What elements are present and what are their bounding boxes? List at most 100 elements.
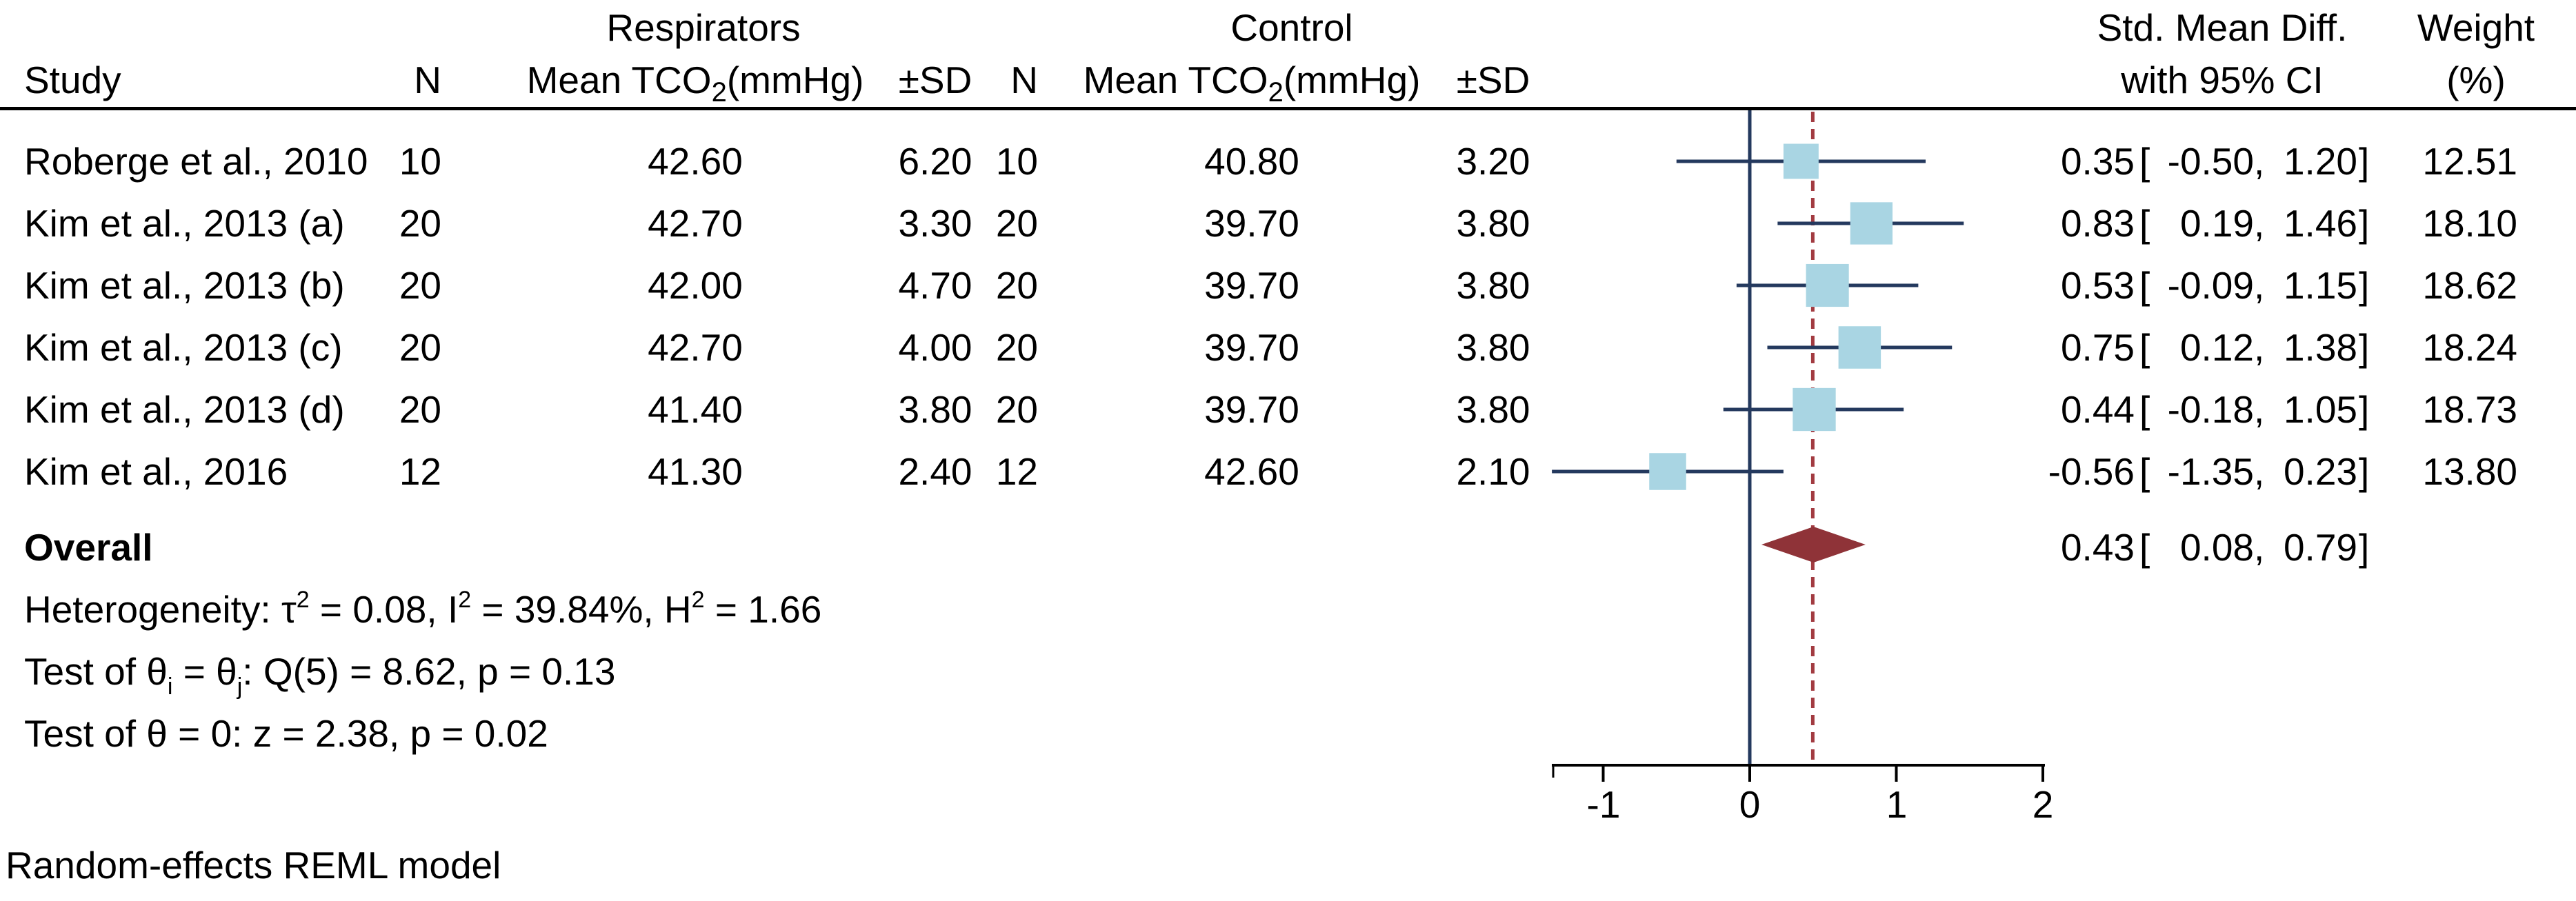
effect-estimate: 0.75 xyxy=(2060,326,2135,369)
mean-control: 42.60 xyxy=(1204,450,1299,493)
sd-respirators: 4.00 xyxy=(898,326,972,369)
effect-estimate: 0.44 xyxy=(2060,388,2135,431)
mean-control: 39.70 xyxy=(1204,388,1299,431)
sd-respirators: 3.80 xyxy=(898,388,972,431)
study-label: Kim et al., 2013 (d) xyxy=(24,388,345,431)
ci-comma: , xyxy=(2254,450,2265,493)
overall-ci-upper: 0.79 xyxy=(2283,526,2357,569)
effect-estimate: 0.35 xyxy=(2060,140,2135,183)
mean-respirators: 41.30 xyxy=(648,450,743,493)
mean-label: Mean TCO xyxy=(1083,59,1268,101)
mean-subscript: 2 xyxy=(711,77,727,108)
weight-value: 12.51 xyxy=(2422,140,2517,183)
column-header-weight-unit: (%) xyxy=(2446,59,2506,101)
mean-control: 39.70 xyxy=(1204,264,1299,307)
ci-open-bracket: [ xyxy=(2139,326,2150,369)
ci-lower: -0.18 xyxy=(2167,388,2254,431)
study-label: Kim et al., 2013 (c) xyxy=(24,326,343,369)
mean-unit: (mmHg) xyxy=(1283,59,1421,101)
table-row: Kim et al., 2013 (d) 20 41.40 3.80 20 39… xyxy=(0,378,2576,441)
ci-upper: 1.15 xyxy=(2283,264,2357,307)
sd-control: 3.80 xyxy=(1456,264,1530,307)
sd-respirators: 6.20 xyxy=(898,140,972,183)
x-tick-label: 2 xyxy=(2032,783,2054,826)
ci-lower: 0.12 xyxy=(2179,326,2254,369)
table-row: Kim et al., 2013 (b) 20 42.00 4.70 20 39… xyxy=(0,254,2576,316)
heterogeneity-line: Heterogeneity: τ2 = 0.08, I2 = 39.84%, H… xyxy=(24,578,821,640)
ci-upper: 1.38 xyxy=(2283,326,2357,369)
z-test-line: Test of θ = 0: z = 2.38, p = 0.02 xyxy=(24,712,548,755)
effect-estimate: -0.56 xyxy=(2048,450,2135,493)
qtest-text: = θ xyxy=(172,650,237,693)
weight-value: 18.10 xyxy=(2422,202,2517,245)
ci-upper: 1.05 xyxy=(2283,388,2357,431)
ci-close-bracket: ] xyxy=(2359,526,2370,569)
mean-respirators: 42.00 xyxy=(648,264,743,307)
qtest-sub: j xyxy=(237,674,243,700)
mean-respirators: 42.70 xyxy=(648,202,743,245)
x-tick-label: 0 xyxy=(1739,783,1761,826)
header-rule xyxy=(0,107,2576,110)
ci-close-bracket: ] xyxy=(2359,450,2370,493)
overall-estimate: 0.43 xyxy=(2060,526,2135,569)
x-tick-label: 1 xyxy=(1886,783,1908,826)
n-control: 12 xyxy=(995,450,1038,493)
sd-respirators: 4.70 xyxy=(898,264,972,307)
ci-open-bracket: [ xyxy=(2139,388,2150,431)
ci-upper: 0.23 xyxy=(2283,450,2357,493)
qtest-text: : Q(5) = 8.62, p = 0.13 xyxy=(242,650,616,693)
het-sup: 2 xyxy=(296,587,310,613)
het-text: = 39.84%, H xyxy=(471,588,692,631)
group-header-control: Control xyxy=(1230,6,1353,49)
n-respirators: 20 xyxy=(399,326,441,369)
study-label: Kim et al., 2016 xyxy=(24,450,288,493)
mean-control: 39.70 xyxy=(1204,202,1299,245)
ci-close-bracket: ] xyxy=(2359,202,2370,245)
n-respirators: 12 xyxy=(399,450,441,493)
qtest-text: Test of θ xyxy=(24,650,168,693)
ci-open-bracket: [ xyxy=(2139,264,2150,307)
effect-estimate: 0.53 xyxy=(2060,264,2135,307)
ci-close-bracket: ] xyxy=(2359,326,2370,369)
n-control: 10 xyxy=(995,140,1038,183)
het-text: Heterogeneity: τ xyxy=(24,588,297,631)
sd-control: 3.80 xyxy=(1456,326,1530,369)
column-header-study: Study xyxy=(24,59,121,101)
table-row: Kim et al., 2013 (c) 20 42.70 4.00 20 39… xyxy=(0,316,2576,378)
effect-square xyxy=(1649,453,1686,490)
study-label: Kim et al., 2013 (b) xyxy=(24,264,345,307)
column-header-smd: Std. Mean Diff. xyxy=(2097,6,2348,49)
sd-control: 2.10 xyxy=(1456,450,1530,493)
study-label: Kim et al., 2013 (a) xyxy=(24,202,345,245)
sd-control: 3.80 xyxy=(1456,202,1530,245)
het-sup: 2 xyxy=(691,587,705,613)
ci-open-bracket: [ xyxy=(2139,140,2150,183)
effect-square xyxy=(1793,387,1836,432)
ci-comma: , xyxy=(2254,388,2265,431)
mean-respirators: 41.40 xyxy=(648,388,743,431)
sd-respirators: 2.40 xyxy=(898,450,972,493)
n-respirators: 20 xyxy=(399,264,441,307)
effect-square xyxy=(1850,202,1893,245)
column-header-mean-control: Mean TCO2(mmHg) xyxy=(1079,55,1424,108)
overall-row: Overall 0.43 [ 0.08 , 0.79 ] xyxy=(0,516,2576,578)
weight-value: 13.80 xyxy=(2422,450,2517,493)
table-row: Roberge et al., 2010 10 42.60 6.20 10 40… xyxy=(0,130,2576,192)
n-respirators: 20 xyxy=(399,388,441,431)
ci-comma: , xyxy=(2254,526,2265,569)
effect-square xyxy=(1838,326,1881,369)
mean-label: Mean TCO xyxy=(526,59,712,101)
ci-lower: -0.09 xyxy=(2167,264,2254,307)
effect-square xyxy=(1806,263,1849,307)
q-test-line: Test of θi = θj: Q(5) = 8.62, p = 0.13 xyxy=(24,640,615,702)
het-text: = 0.08, I xyxy=(309,588,459,631)
sd-control: 3.80 xyxy=(1456,388,1530,431)
group-header-respirators: Respirators xyxy=(606,6,801,49)
ci-comma: , xyxy=(2254,202,2265,245)
column-header-weight: Weight xyxy=(2417,6,2535,49)
table-row: Kim et al., 2013 (a) 20 42.70 3.30 20 39… xyxy=(0,192,2576,254)
overall-diamond xyxy=(1761,527,1866,563)
column-header-sd-control: ±SD xyxy=(1456,59,1530,101)
column-header-n-respirators: N xyxy=(414,59,441,101)
